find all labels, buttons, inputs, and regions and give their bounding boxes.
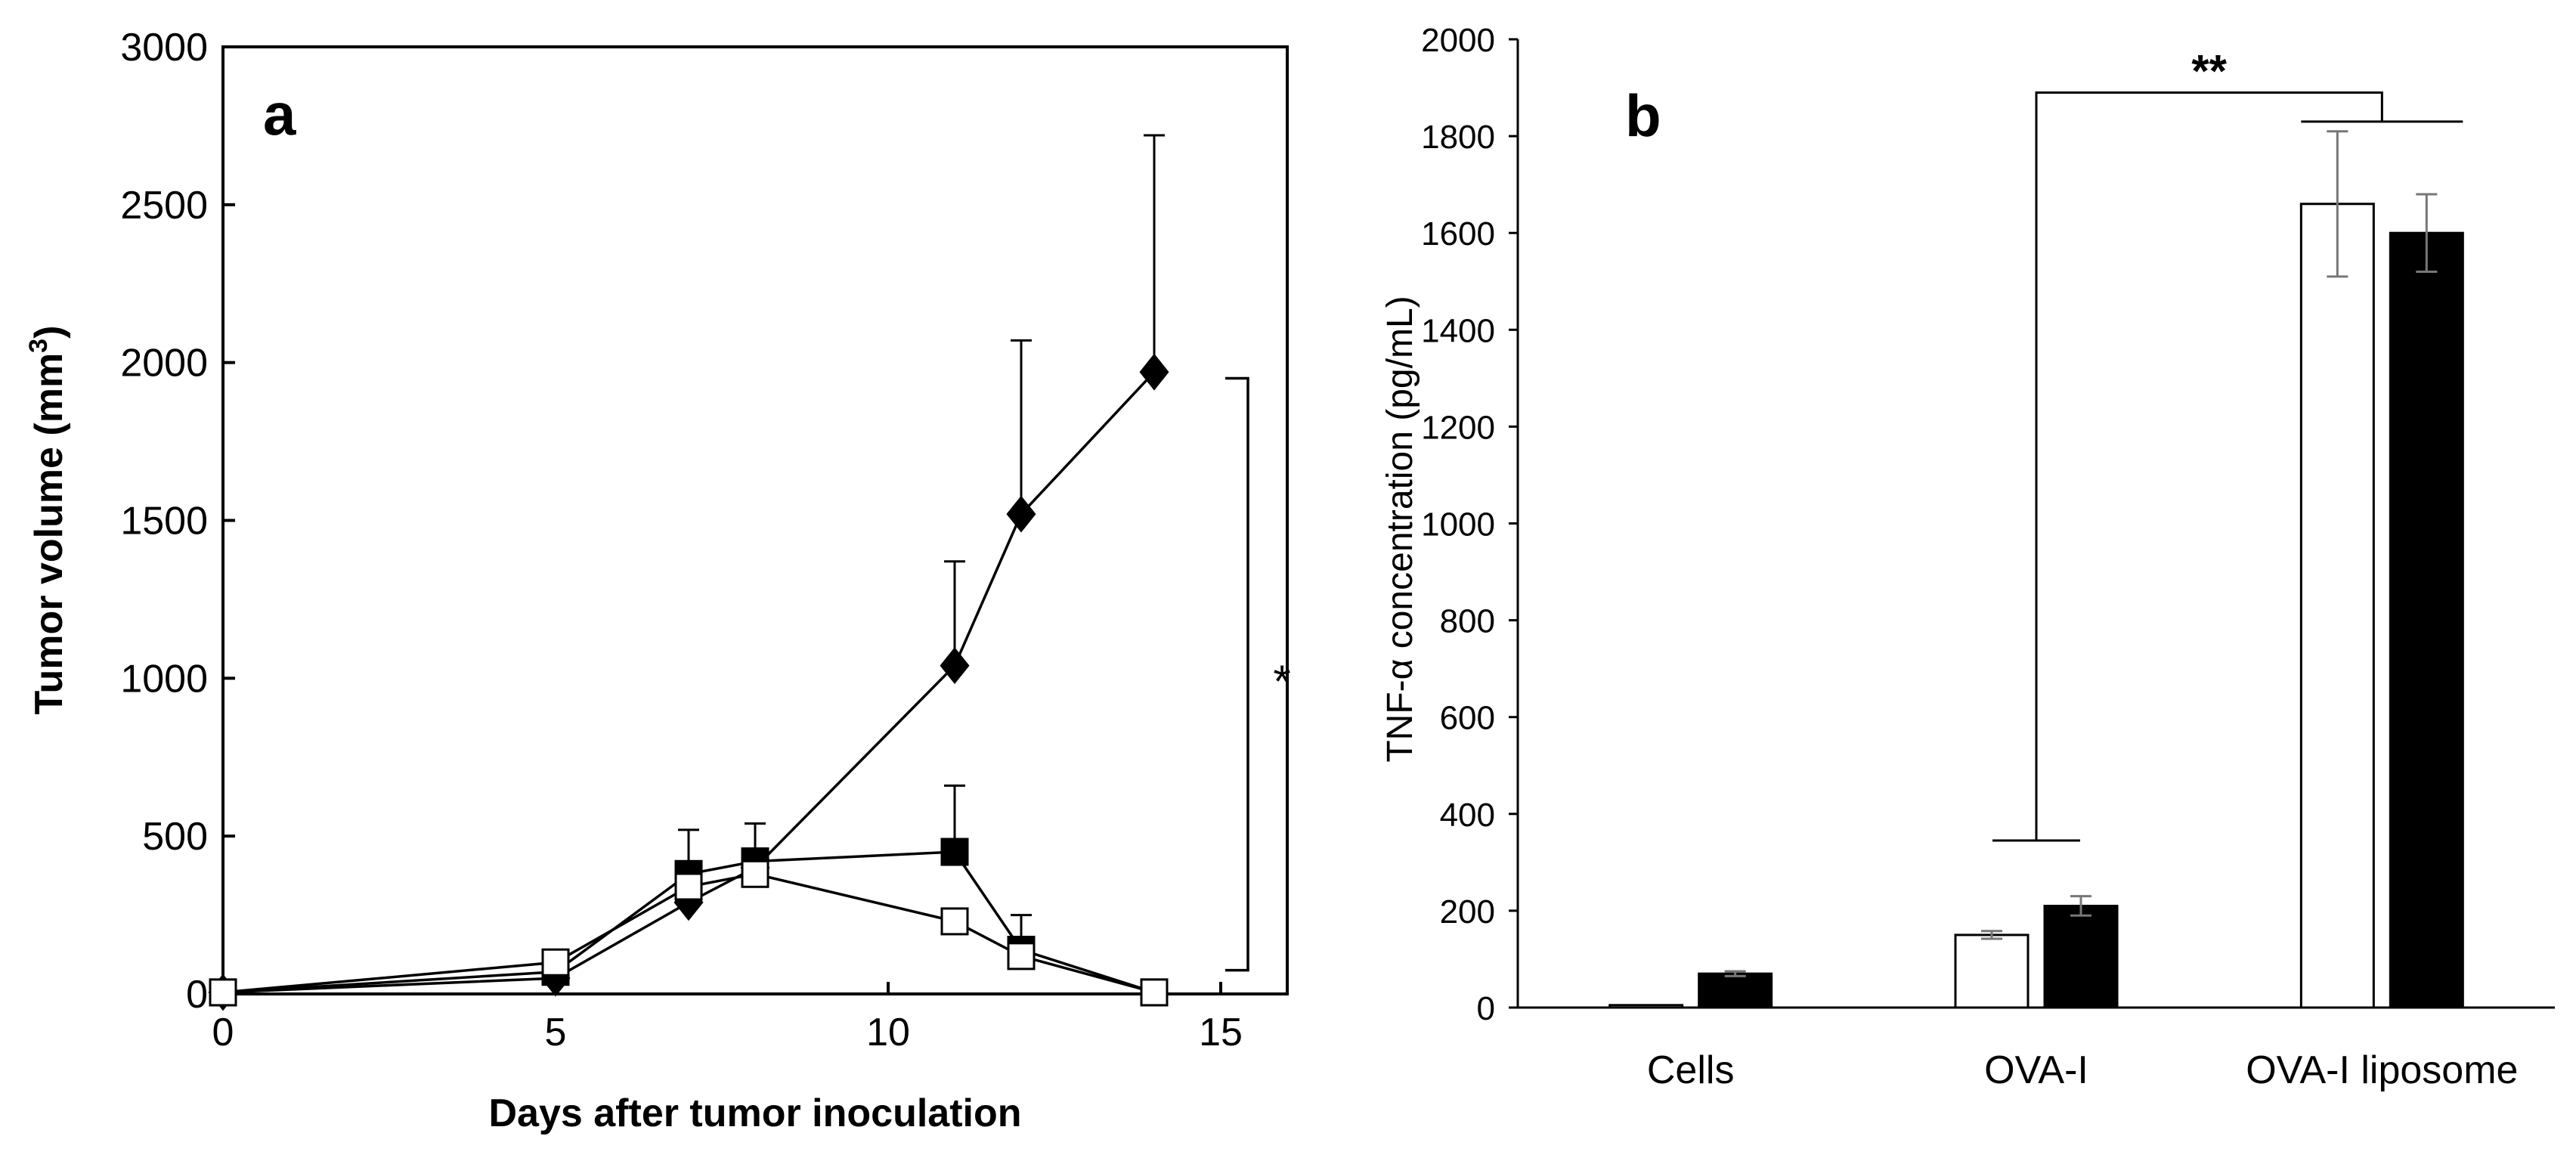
y-tick-label-b: 600: [1440, 700, 1495, 737]
panel-label-b: b: [1625, 82, 1661, 149]
y-tick-label-a: 500: [142, 815, 208, 859]
error-bars-b: [1724, 130, 2438, 977]
series-markers-a: [208, 353, 1169, 1011]
y-tick-label-a: 1500: [120, 500, 208, 543]
open-square-marker: [940, 907, 969, 936]
y-axis-label-a: Tumor volume (mm3): [24, 326, 71, 715]
y-tick-label-a: 2500: [120, 184, 208, 228]
x-category-labels-b: Cells OVA-I OVA-I liposome: [1647, 1048, 2519, 1092]
open-bar: [1608, 1004, 1684, 1009]
category-label: OVA-I: [1984, 1048, 2088, 1092]
y-tick-label-b: 1600: [1421, 215, 1495, 252]
y-tick-label-b: 1400: [1421, 312, 1495, 349]
diamond-marker: [940, 647, 970, 685]
y-tick-label-b: 800: [1440, 603, 1495, 640]
y-tick-label-b: 400: [1440, 797, 1495, 834]
significance-bracket-b: **: [1992, 45, 2463, 842]
x-tick-label-a: 10: [866, 1011, 910, 1054]
open-square-marker: [1007, 942, 1036, 971]
filled-bar: [2043, 904, 2119, 1009]
y-tick-label-b: 0: [1477, 990, 1495, 1027]
bracket-line-b: [2035, 91, 2383, 841]
open-square-marker: [209, 978, 237, 1007]
panel-b-bar-chart: 0 200 400 600 800 1000 1200 1400 1600 1800 2000 Ce…: [1380, 22, 2555, 1092]
y-axis-label-b: TNF-α concentration (pg/mL): [1380, 296, 1420, 762]
y-tick-label-a: 3000: [120, 26, 208, 70]
diamond-marker: [1139, 353, 1169, 391]
diamond-marker: [1006, 495, 1036, 533]
y-tick-label-b: 2000: [1421, 22, 1495, 59]
x-axis-label-a: Days after tumor inoculation: [489, 1091, 1022, 1135]
y-tick-label-a: 2000: [120, 342, 208, 385]
category-label: Cells: [1647, 1048, 1735, 1092]
open-square-marker: [741, 859, 769, 888]
y-tick-label-b: 1200: [1421, 409, 1495, 446]
open-square-marker: [541, 948, 570, 977]
significance-label-a: *: [1273, 656, 1290, 707]
filled-bar: [1698, 972, 1773, 1009]
x-tick-label-a: 15: [1199, 1011, 1243, 1054]
panel-label-a: a: [263, 81, 296, 147]
x-tick-label-a: 0: [212, 1011, 234, 1054]
significance-bracket-a: *: [1225, 376, 1291, 972]
bracket-line-a: [1225, 376, 1249, 972]
open-bar: [2299, 203, 2375, 1009]
significance-label-b: **: [2191, 45, 2227, 96]
y-axis-b: 0 200 400 600 800 1000 1200 1400 1600 1800 2000: [1421, 22, 2555, 1027]
x-tick-label-a: 5: [545, 1011, 567, 1054]
y-axis-ticks-a: 0 500 1000 1500 2000 2500 3000: [120, 26, 235, 1017]
open-square-marker: [674, 872, 703, 901]
category-label: OVA-I liposome: [2246, 1048, 2518, 1092]
filled-square-marker: [940, 837, 969, 866]
open-bar: [1954, 933, 2030, 1009]
y-tick-label-b: 200: [1440, 893, 1495, 930]
y-tick-label-a: 0: [186, 973, 208, 1017]
bars-b: [1608, 203, 2464, 1009]
y-tick-label-b: 1000: [1421, 506, 1495, 543]
filled-bar: [2389, 231, 2464, 1009]
panel-a-line-chart: 0 500 1000 1500 2000 2500 3000 0 5 10 15 * a Days…: [24, 26, 1291, 1135]
open-square-marker: [1140, 978, 1169, 1007]
y-tick-label-b: 1800: [1421, 119, 1495, 156]
error-bars-a: [678, 134, 1165, 950]
y-tick-label-a: 1000: [120, 657, 208, 701]
